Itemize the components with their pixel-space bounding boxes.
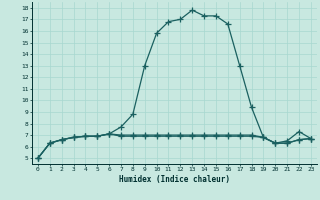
- X-axis label: Humidex (Indice chaleur): Humidex (Indice chaleur): [119, 175, 230, 184]
